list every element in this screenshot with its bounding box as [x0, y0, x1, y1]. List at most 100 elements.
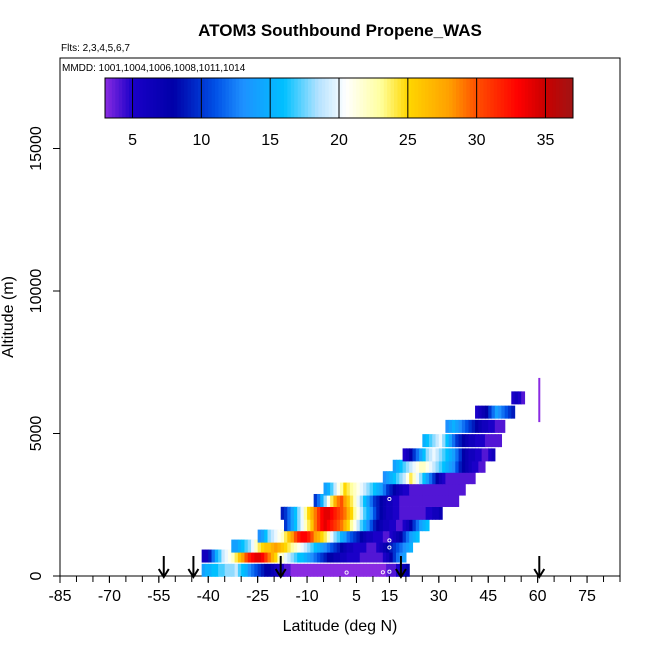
heat-cell	[491, 405, 496, 419]
heat-cell	[475, 448, 479, 462]
heat-cell	[330, 539, 335, 553]
heat-cell	[475, 434, 479, 448]
colorbar-tick-label: 20	[330, 132, 348, 149]
heat-cell	[349, 506, 354, 520]
heat-cell	[376, 493, 381, 507]
heat-cell	[435, 434, 440, 448]
heat-cell	[211, 549, 216, 563]
heat-cell	[396, 482, 400, 496]
heat-cell	[293, 563, 298, 577]
heat-cell	[405, 471, 410, 485]
heat-cell	[290, 563, 295, 577]
heat-cell	[405, 448, 410, 462]
heat-cell	[326, 506, 331, 520]
heat-cell	[481, 405, 486, 419]
heat-cell	[428, 448, 433, 462]
heat-cell	[409, 448, 414, 462]
heat-cell	[346, 506, 351, 520]
heat-cell	[293, 506, 298, 520]
heat-cell	[419, 506, 423, 520]
heat-cell	[336, 549, 341, 563]
heat-cell	[231, 563, 236, 577]
colorbar-segment	[108, 78, 113, 118]
colorbar-segment	[452, 78, 457, 118]
heat-cell	[369, 493, 374, 507]
heat-cell	[340, 529, 344, 543]
heat-cell	[376, 539, 381, 553]
colorbar-segment	[325, 78, 330, 118]
heat-cell	[366, 563, 371, 577]
heat-cell	[452, 482, 456, 496]
heat-cell	[455, 448, 460, 462]
heat-cell	[405, 482, 410, 496]
colorbar-segment	[156, 78, 161, 118]
heat-cell	[432, 493, 437, 507]
heat-cell	[521, 391, 526, 405]
heat-cell	[461, 448, 466, 462]
colorbar-segment	[111, 78, 116, 118]
heat-cell	[293, 549, 298, 563]
heat-cell	[448, 493, 453, 507]
heat-cell	[349, 549, 354, 563]
heat-cell	[280, 506, 285, 520]
colorbar-segment	[335, 78, 340, 118]
heat-cell	[422, 471, 427, 485]
colorbar-segment	[211, 78, 216, 118]
heat-cell	[382, 471, 387, 485]
heat-cell	[415, 482, 420, 496]
colorbar-segment	[538, 78, 543, 118]
heat-cell	[386, 506, 391, 520]
heat-cell	[336, 563, 341, 577]
colorbar-segment	[352, 78, 357, 118]
heat-cell	[320, 518, 325, 532]
heat-cell	[247, 549, 252, 563]
y-tick-label: 0	[28, 571, 45, 580]
heat-cell	[442, 434, 447, 448]
colorbar-segment	[456, 78, 460, 118]
heat-cell	[458, 434, 463, 448]
heat-cell	[359, 549, 364, 563]
heat-cell	[412, 506, 417, 520]
colorbar-segment	[139, 78, 144, 118]
heat-cell	[326, 529, 331, 543]
heat-cell	[254, 563, 259, 577]
heat-cell	[432, 471, 437, 485]
heat-cell	[310, 506, 315, 520]
heat-cell	[412, 471, 417, 485]
x-tick-label: 15	[381, 588, 399, 605]
heat-cell	[356, 549, 361, 563]
colorbar-segment	[397, 78, 402, 118]
heat-cell	[323, 493, 328, 507]
colorbar-segment	[483, 78, 488, 118]
colorbar-segment	[342, 78, 347, 118]
heat-cell	[392, 529, 397, 543]
heat-cell	[409, 506, 414, 520]
heat-cell	[343, 529, 348, 543]
heat-cell	[379, 506, 384, 520]
colorbar-segment	[222, 78, 226, 118]
heat-cell	[363, 482, 367, 496]
heat-cell	[313, 549, 318, 563]
colorbar-tick-label: 25	[399, 132, 417, 149]
x-tick-label: 30	[430, 588, 448, 605]
heat-cell	[343, 518, 348, 532]
heat-cell	[359, 482, 364, 496]
colorbar-segment	[277, 78, 281, 118]
heat-cell	[392, 563, 397, 577]
heat-cell	[372, 482, 377, 496]
heat-cell	[494, 405, 499, 419]
colorbar-segment	[187, 78, 192, 118]
colorbar-segment	[239, 78, 244, 118]
heat-cell	[284, 549, 288, 563]
heat-cell	[313, 539, 318, 553]
heat-cell	[221, 549, 226, 563]
heat-cell	[214, 563, 219, 577]
colorbar-segment	[497, 78, 502, 118]
heat-cell	[392, 506, 397, 520]
down-arrow-icon	[157, 568, 170, 579]
heat-cell	[455, 434, 460, 448]
colorbar-segment	[321, 78, 326, 118]
heat-cell	[412, 493, 417, 507]
heat-cell	[498, 419, 503, 433]
heat-cell	[471, 448, 476, 462]
